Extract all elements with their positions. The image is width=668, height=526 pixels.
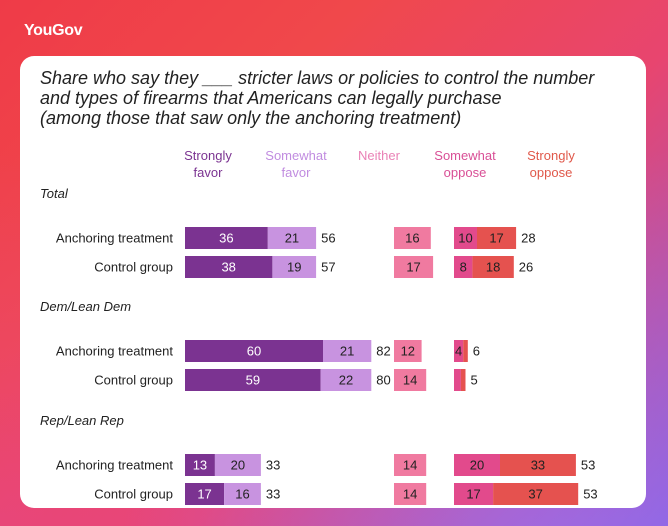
data-label-neither: 14 bbox=[403, 373, 417, 388]
bar-segment-strongly-oppose bbox=[493, 483, 579, 505]
group-label: Rep/Lean Rep bbox=[40, 413, 124, 428]
bar-segment-somewhat-favor bbox=[320, 369, 372, 391]
row-label: Anchoring treatment bbox=[56, 344, 173, 359]
yougov-logo: YouGov bbox=[24, 22, 83, 39]
favor-total-label: 56 bbox=[321, 231, 335, 246]
bar-segment-neither bbox=[394, 454, 427, 476]
bar-segment-somewhat-oppose bbox=[454, 256, 473, 278]
oppose-total-label: 53 bbox=[583, 487, 597, 502]
bar-segment-strongly-favor bbox=[185, 227, 268, 249]
data-label-strongly-favor: 59 bbox=[246, 373, 260, 388]
favor-total-label: 33 bbox=[266, 458, 280, 473]
title-line-3: (among those that saw only the anchoring… bbox=[40, 108, 462, 128]
data-label-somewhat-oppose: 10 bbox=[458, 231, 472, 246]
oppose-total-label: 26 bbox=[519, 260, 533, 275]
chart-card: Share who say they ___ stricter laws or … bbox=[20, 56, 646, 508]
row-label: Control group bbox=[94, 373, 173, 388]
oppose-total-label: 5 bbox=[471, 373, 478, 388]
data-label-somewhat-oppose: 20 bbox=[470, 458, 484, 473]
bar-segment-strongly-favor bbox=[185, 340, 323, 362]
row-label: Control group bbox=[94, 260, 173, 275]
favor-total-label: 80 bbox=[376, 373, 390, 388]
bar-segment-somewhat-favor bbox=[224, 483, 261, 505]
bar-segment-strongly-oppose bbox=[472, 256, 514, 278]
column-header-strongly-favor: Strongly bbox=[184, 148, 232, 163]
data-label-neither: 14 bbox=[403, 458, 417, 473]
data-label-strongly-favor: 38 bbox=[221, 260, 235, 275]
bar-segment-strongly-favor bbox=[185, 256, 273, 278]
column-header-somewhat-oppose: Somewhat bbox=[434, 148, 496, 163]
data-label-somewhat-oppose: 8 bbox=[460, 260, 467, 275]
row-label: Control group bbox=[94, 487, 173, 502]
bar-segment-somewhat-favor bbox=[323, 340, 372, 362]
bar-segment-somewhat-oppose bbox=[454, 483, 494, 505]
data-label-strongly-favor: 60 bbox=[247, 344, 261, 359]
bar-segment-somewhat-oppose bbox=[454, 369, 461, 391]
data-label-somewhat-favor: 22 bbox=[339, 373, 353, 388]
column-header-somewhat-favor: Somewhat bbox=[265, 148, 327, 163]
bar-segment-strongly-favor bbox=[185, 483, 225, 505]
data-label-somewhat-oppose: 17 bbox=[466, 487, 480, 502]
data-label-neither: 14 bbox=[403, 487, 417, 502]
group-label: Total bbox=[40, 186, 69, 201]
data-label-strongly-oppose: 18 bbox=[486, 260, 500, 275]
data-label-strongly-oppose: 33 bbox=[531, 458, 545, 473]
favor-total-label: 57 bbox=[321, 260, 335, 275]
row-label: Anchoring treatment bbox=[56, 458, 173, 473]
title-line-1: Share who say they ___ stricter laws or … bbox=[40, 68, 595, 88]
bar-segment-strongly-oppose bbox=[500, 454, 576, 476]
column-header-strongly-favor: favor bbox=[194, 165, 224, 180]
group-label: Dem/Lean Dem bbox=[40, 299, 131, 314]
bar-segment-somewhat-favor bbox=[272, 256, 317, 278]
favor-total-label: 82 bbox=[376, 344, 390, 359]
title-line-2: and types of firearms that Americans can… bbox=[40, 88, 502, 108]
chart-title: Share who say they ___ stricter laws or … bbox=[40, 68, 640, 128]
data-label-strongly-favor: 13 bbox=[193, 458, 207, 473]
data-label-somewhat-favor: 20 bbox=[231, 458, 245, 473]
bar-segment-somewhat-oppose bbox=[454, 227, 477, 249]
stacked-bar-chart: Strongly favor Somewhat favor Neither Somewha… bbox=[40, 148, 598, 505]
data-label-neither: 16 bbox=[405, 231, 419, 246]
data-label-strongly-oppose: 37 bbox=[528, 487, 542, 502]
bar-segment-neither bbox=[394, 369, 427, 391]
data-label-strongly-favor: 17 bbox=[197, 487, 211, 502]
bar-segment-strongly-oppose bbox=[460, 369, 466, 391]
data-label-neither: 17 bbox=[406, 260, 420, 275]
data-label-somewhat-favor: 21 bbox=[340, 344, 354, 359]
bar-segment-strongly-oppose bbox=[463, 340, 468, 362]
data-label-somewhat-favor: 16 bbox=[235, 487, 249, 502]
bar-segment-neither bbox=[394, 227, 431, 249]
bar-segment-somewhat-favor bbox=[267, 227, 317, 249]
data-label-somewhat-favor: 19 bbox=[287, 260, 301, 275]
oppose-total-label: 53 bbox=[581, 458, 595, 473]
bar-segment-strongly-oppose bbox=[477, 227, 517, 249]
data-label-somewhat-oppose: 4 bbox=[455, 344, 462, 359]
data-label-strongly-oppose: 17 bbox=[489, 231, 503, 246]
oppose-total-label: 28 bbox=[521, 231, 535, 246]
row-label: Anchoring treatment bbox=[56, 231, 173, 246]
bar-segment-neither bbox=[394, 483, 427, 505]
bar-segment-somewhat-oppose bbox=[454, 454, 500, 476]
data-label-somewhat-favor: 21 bbox=[285, 231, 299, 246]
bar-segment-strongly-favor bbox=[185, 454, 215, 476]
data-label-strongly-favor: 36 bbox=[219, 231, 233, 246]
bar-segment-strongly-favor bbox=[185, 369, 321, 391]
bar-segment-neither bbox=[394, 256, 434, 278]
column-header-strongly-oppose: Strongly bbox=[527, 148, 575, 163]
column-header-strongly-oppose: oppose bbox=[530, 165, 573, 180]
bar-segment-somewhat-favor bbox=[214, 454, 261, 476]
data-label-neither: 12 bbox=[401, 344, 415, 359]
column-header-neither: Neither bbox=[358, 148, 401, 163]
column-header-somewhat-favor: favor bbox=[282, 165, 312, 180]
bar-segment-neither bbox=[394, 340, 422, 362]
favor-total-label: 33 bbox=[266, 487, 280, 502]
bar-segment-somewhat-oppose bbox=[454, 340, 464, 362]
column-header-somewhat-oppose: oppose bbox=[444, 165, 487, 180]
oppose-total-label: 6 bbox=[473, 344, 480, 359]
